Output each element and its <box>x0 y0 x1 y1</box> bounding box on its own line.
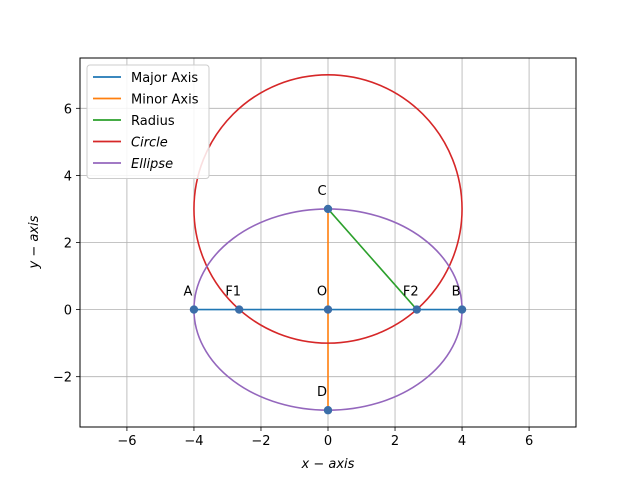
legend-label-circle: Circle <box>131 136 168 151</box>
points-layer: A F1 O F2 B C D <box>183 184 467 415</box>
point-label-d: D <box>317 385 327 400</box>
point-label-f1: F1 <box>225 285 241 300</box>
y-tick-label: 4 <box>64 169 72 184</box>
y-tick-label: 2 <box>64 237 72 252</box>
point-label-b: B <box>452 285 461 300</box>
circle-series <box>193 73 463 344</box>
x-tick-label: 0 <box>324 434 332 449</box>
point-label-o: O <box>317 285 327 300</box>
x-tick-label: −4 <box>184 434 203 449</box>
x-tick-label: −2 <box>251 434 270 449</box>
point-b <box>457 305 467 314</box>
legend-label-major-axis: Major Axis <box>131 71 198 86</box>
x-tick-label: 6 <box>525 434 533 449</box>
point-label-a: A <box>183 285 192 300</box>
point-d <box>323 406 333 415</box>
point-f2 <box>412 305 422 314</box>
x-tick-label: 2 <box>391 434 399 449</box>
point-label-f2: F2 <box>403 285 419 300</box>
point-a <box>189 305 199 314</box>
y-tick-label: −2 <box>53 371 72 386</box>
legend-label-radius: Radius <box>131 114 175 129</box>
y-axis-label: y − axis <box>27 215 42 269</box>
x-axis-label: x − axis <box>301 457 355 472</box>
legend-label-ellipse: Ellipse <box>131 157 173 172</box>
x-tick-label: 4 <box>458 434 466 449</box>
legend: Major Axis Minor Axis Radius Circle Ellipse <box>86 64 210 179</box>
point-o <box>323 305 333 314</box>
radius-series <box>327 208 418 311</box>
ticks: −6 −4 −2 0 2 4 6 −2 0 2 4 6 <box>53 102 533 449</box>
point-label-c: C <box>317 184 326 199</box>
legend-label-minor-axis: Minor Axis <box>131 93 199 108</box>
y-tick-label: 0 <box>64 304 72 319</box>
y-tick-label: 6 <box>64 102 72 117</box>
point-c <box>323 204 333 214</box>
x-tick-label: −6 <box>117 434 136 449</box>
point-f1 <box>234 305 244 314</box>
legend-box <box>86 64 210 179</box>
